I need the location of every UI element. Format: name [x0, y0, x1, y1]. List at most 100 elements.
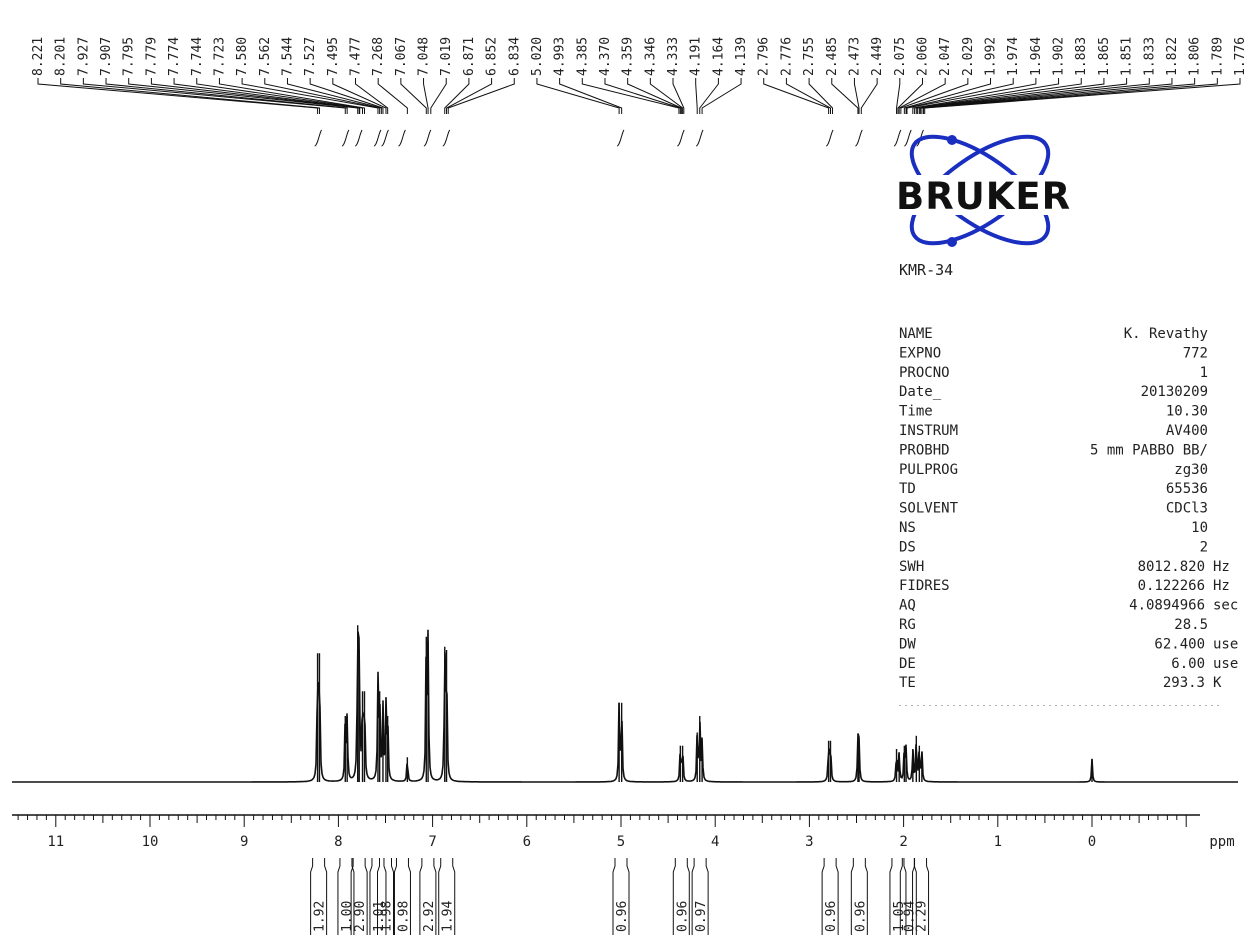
integral-curve: [373, 129, 382, 147]
peak-label-group: 8.221 8.201 7.927 7.907 7.795 7.779 7.774 7.744…: [31, 37, 1248, 76]
peak-label: 8.201: [54, 37, 69, 76]
integral-bracket: [850, 858, 868, 935]
integral-value: 0.96: [853, 901, 868, 932]
x-tick-label: 9: [240, 834, 248, 850]
peak-connector: [912, 78, 1060, 114]
integral-curve: [893, 129, 902, 147]
param-value: zg30: [1174, 462, 1208, 478]
param-label: NAME: [899, 326, 933, 342]
integral-curve: [904, 129, 912, 147]
peak-connector: [128, 78, 359, 114]
integral-curve: [825, 129, 834, 147]
logo-electron-1: [947, 135, 957, 145]
peak-label: 7.779: [144, 37, 159, 76]
acquisition-parameters-table: NAME K. Revathy EXPNO 772 PROCNO 1 Date_ 201302…: [899, 326, 1238, 707]
peak-label: 7.544: [280, 37, 295, 76]
x-tick-label: 4: [711, 834, 719, 850]
bruker-logo: BRUKER: [893, 134, 1070, 247]
peak-connector: [897, 78, 923, 114]
peak-connector: [921, 78, 1196, 114]
param-label: SWH: [899, 559, 924, 575]
peak-connector: [853, 78, 860, 114]
peak-label: 7.744: [190, 37, 205, 76]
param-label: TE: [899, 675, 916, 691]
integral-bracket: [350, 858, 368, 935]
peak-connector: [919, 78, 1173, 114]
integral-bracket: [889, 858, 907, 935]
peak-label: 1.851: [1120, 37, 1135, 76]
peak-label: 7.723: [212, 37, 227, 76]
logo-text-bg: [893, 175, 1070, 215]
peak-connector: [808, 78, 833, 114]
integral-value: 0.96: [824, 901, 839, 932]
peak-connector: [82, 78, 346, 114]
peak-connector: [37, 78, 319, 114]
peak-label: 2.047: [938, 37, 953, 76]
peak-label: 6.834: [507, 37, 522, 76]
param-label: PROCNO: [899, 365, 950, 381]
peak-label: 4.333: [666, 37, 681, 76]
param-label: Time: [899, 404, 933, 420]
x-tick-label: 1: [994, 834, 1002, 850]
param-label: NS: [899, 520, 916, 536]
peak-label: 7.927: [76, 37, 91, 76]
integral-curve: [695, 129, 704, 147]
param-label: EXPNO: [899, 345, 941, 361]
logo-orbit-2: [909, 134, 1051, 246]
peak-connector: [264, 78, 381, 114]
param-value: 0.122266: [1138, 578, 1205, 594]
peak-label: 2.473: [847, 37, 862, 76]
peak-connector: [905, 78, 1014, 114]
peak-label: 6.871: [462, 37, 477, 76]
peak-label: 4.164: [711, 37, 726, 76]
param-unit: use: [1213, 636, 1238, 652]
peak-connector: [60, 78, 320, 114]
peak-connector: [332, 78, 387, 114]
integral-bracket: [821, 858, 839, 935]
x-tick-label: 6: [523, 834, 531, 850]
peak-connector: [906, 78, 1037, 114]
peak-label: 4.359: [621, 37, 636, 76]
peak-connector: [649, 78, 684, 114]
peak-connector: [917, 78, 1128, 114]
peak-label: 7.495: [326, 37, 341, 76]
peak-connector: [922, 78, 1218, 114]
integral-value: 0.96: [615, 901, 630, 932]
integral-value: 0.97: [694, 901, 709, 932]
peak-connector: [423, 78, 429, 114]
param-label: DW: [899, 636, 916, 652]
peak-label: 4.993: [553, 37, 568, 76]
integral-value: 1.98: [380, 901, 395, 932]
peak-connector: [105, 78, 348, 114]
peak-connector: [860, 78, 878, 114]
param-unit: Hz: [1213, 578, 1230, 594]
peak-connector: [218, 78, 365, 114]
peak-label: 2.449: [870, 37, 885, 76]
param-value: CDCl3: [1166, 501, 1208, 517]
integral-bracket: [310, 858, 328, 935]
peak-label: 7.268: [371, 37, 386, 76]
integral-value: 2.90: [353, 901, 368, 932]
integral-value: 1.01: [372, 901, 387, 932]
peak-label: 1.822: [1165, 37, 1180, 76]
param-value: AV400: [1166, 423, 1208, 439]
param-value: 293.3: [1163, 675, 1205, 691]
peak-label: 1.883: [1074, 37, 1089, 76]
x-tick-label: 11: [47, 834, 64, 850]
x-tick-label: 0: [1088, 834, 1096, 850]
peak-label: 1.992: [984, 37, 999, 76]
integral-value: 1.94: [441, 901, 456, 932]
peak-label: 7.907: [99, 37, 114, 76]
peak-label: 7.048: [417, 37, 432, 76]
param-value: 62.400: [1154, 636, 1205, 652]
peak-connector-group: [37, 78, 1241, 114]
integral-value: 1.92: [313, 901, 328, 932]
integral-value: 1.05: [892, 901, 907, 932]
peak-label: 5.020: [530, 37, 545, 76]
param-label: INSTRUM: [899, 423, 958, 439]
integral-curve: [855, 129, 863, 147]
peak-label: 7.774: [167, 37, 182, 76]
integral-curve: [398, 129, 406, 147]
peak-connector: [196, 78, 364, 114]
